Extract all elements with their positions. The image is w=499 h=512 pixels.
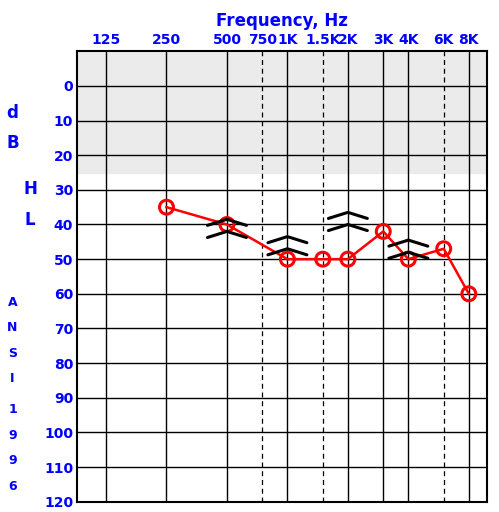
Text: 9: 9 — [8, 454, 17, 467]
Text: B: B — [6, 134, 19, 153]
Point — [319, 255, 327, 263]
Text: 6: 6 — [8, 480, 17, 493]
Text: I: I — [10, 372, 15, 386]
Point — [223, 220, 231, 228]
Text: L: L — [24, 211, 35, 229]
Text: 1: 1 — [8, 403, 17, 416]
Title: Frequency, Hz: Frequency, Hz — [216, 12, 348, 30]
Point — [440, 245, 448, 253]
Point — [465, 290, 473, 298]
Text: S: S — [8, 347, 17, 360]
Point — [404, 255, 412, 263]
Text: 9: 9 — [8, 429, 17, 442]
Text: N: N — [7, 321, 17, 334]
Text: H: H — [23, 180, 37, 199]
Point — [344, 255, 352, 263]
Point — [163, 203, 171, 211]
Point — [379, 227, 387, 236]
Text: A: A — [7, 295, 17, 309]
Text: d: d — [6, 103, 18, 122]
Point — [283, 255, 291, 263]
